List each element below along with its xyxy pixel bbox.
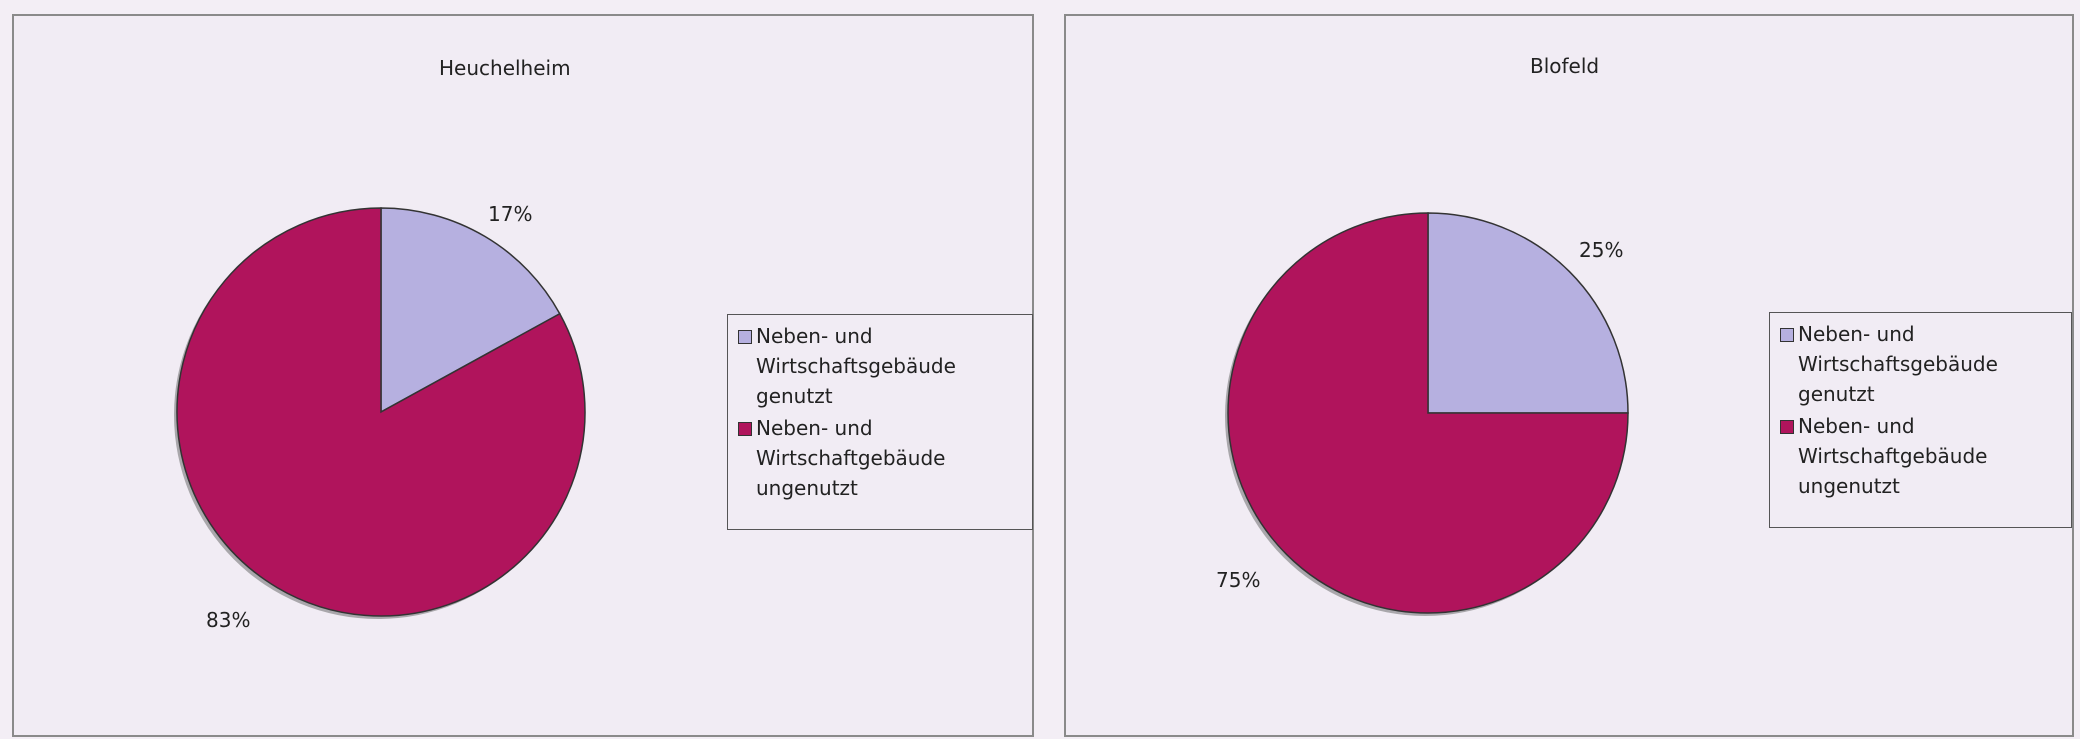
legend-label-ungenutzt: Neben- und Wirtschaftgebäude ungenutzt <box>1798 414 1988 498</box>
legend: Neben- und Wirtschaftsgebäude genutzt Ne… <box>1769 312 2072 528</box>
legend-label-ungenutzt: Neben- und Wirtschaftgebäude ungenutzt <box>756 416 946 500</box>
chart-panel-heuchelheim: Heuchelheim 17% 83% Neben- und Wirtschaf… <box>12 14 1034 737</box>
legend-swatch-ungenutzt <box>1780 420 1794 434</box>
slice-label-genutzt: 25% <box>1579 238 1624 262</box>
slice-label-genutzt: 17% <box>488 202 533 226</box>
pie-slice-genutzt <box>1427 212 1629 414</box>
legend-swatch-genutzt <box>738 330 752 344</box>
pie-slice-ungenutzt <box>1227 212 1629 614</box>
legend-item-ungenutzt: Neben- und Wirtschaftgebäude ungenutzt <box>1780 411 2061 501</box>
pie-chart-heuchelheim <box>174 207 586 619</box>
pie-slice-genutzt <box>380 207 561 414</box>
legend-swatch-ungenutzt <box>738 422 752 436</box>
legend-item-ungenutzt: Neben- und Wirtschaftgebäude ungenutzt <box>738 413 1022 503</box>
legend-item-genutzt: Neben- und Wirtschaftsgebäude genutzt <box>1780 319 2061 409</box>
slice-label-ungenutzt: 83% <box>206 608 251 632</box>
legend-label-genutzt: Neben- und Wirtschaftsgebäude genutzt <box>756 324 956 408</box>
legend-item-genutzt: Neben- und Wirtschaftsgebäude genutzt <box>738 321 1022 411</box>
legend-swatch-genutzt <box>1780 328 1794 342</box>
chart-title: Heuchelheim <box>439 56 571 80</box>
legend-label-genutzt: Neben- und Wirtschaftsgebäude genutzt <box>1798 322 1998 406</box>
legend: Neben- und Wirtschaftsgebäude genutzt Ne… <box>727 314 1033 530</box>
chart-panel-blofeld: Blofeld 25% 75% Neben- und Wirtschaftsge… <box>1064 14 2074 737</box>
pie-chart-blofeld <box>1225 212 1629 616</box>
slice-label-ungenutzt: 75% <box>1216 568 1261 592</box>
chart-title: Blofeld <box>1530 54 1600 78</box>
pie-slice-ungenutzt <box>176 207 586 617</box>
